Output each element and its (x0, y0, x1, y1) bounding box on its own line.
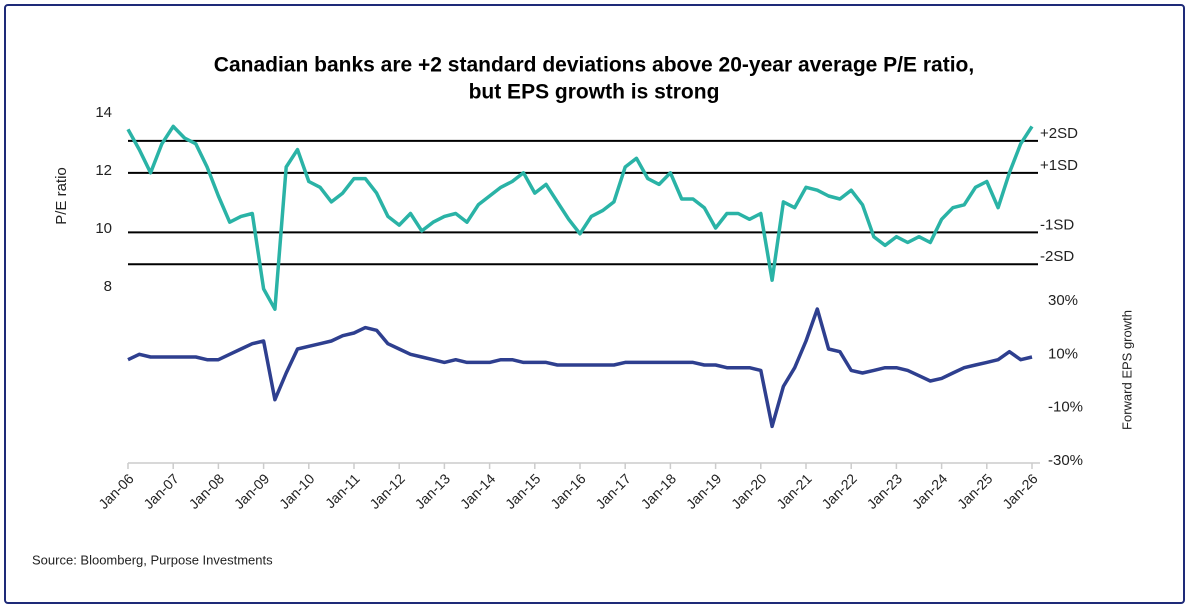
series-line (127, 307, 1033, 429)
sd-label: -1SD (1040, 216, 1074, 233)
sd-label: +2SD (1040, 125, 1078, 142)
sd-label: -2SD (1040, 248, 1074, 265)
sd-label: +1SD (1040, 157, 1078, 174)
y-tick-label: 14 (95, 104, 112, 121)
y2-tick-label: 10% (1048, 345, 1078, 362)
source-note: Source: Bloomberg, Purpose Investments (32, 552, 273, 567)
y-tick-label: 10 (95, 220, 112, 237)
y-tick-label: 12 (95, 162, 112, 179)
chart-subtitle: but EPS growth is strong (469, 81, 720, 104)
chart-title: Canadian banks are +2 standard deviation… (214, 54, 974, 77)
y-tick-label: 8 (104, 278, 112, 295)
y2-tick-label: 30% (1048, 292, 1078, 309)
y2-tick-label: -10% (1048, 399, 1083, 416)
y2-axis-label: Forward EPS growth (1119, 310, 1134, 430)
y-axis-label: P/E ratio (53, 167, 70, 225)
series-line (126, 124, 1034, 311)
y2-tick-label: -30% (1048, 452, 1083, 469)
